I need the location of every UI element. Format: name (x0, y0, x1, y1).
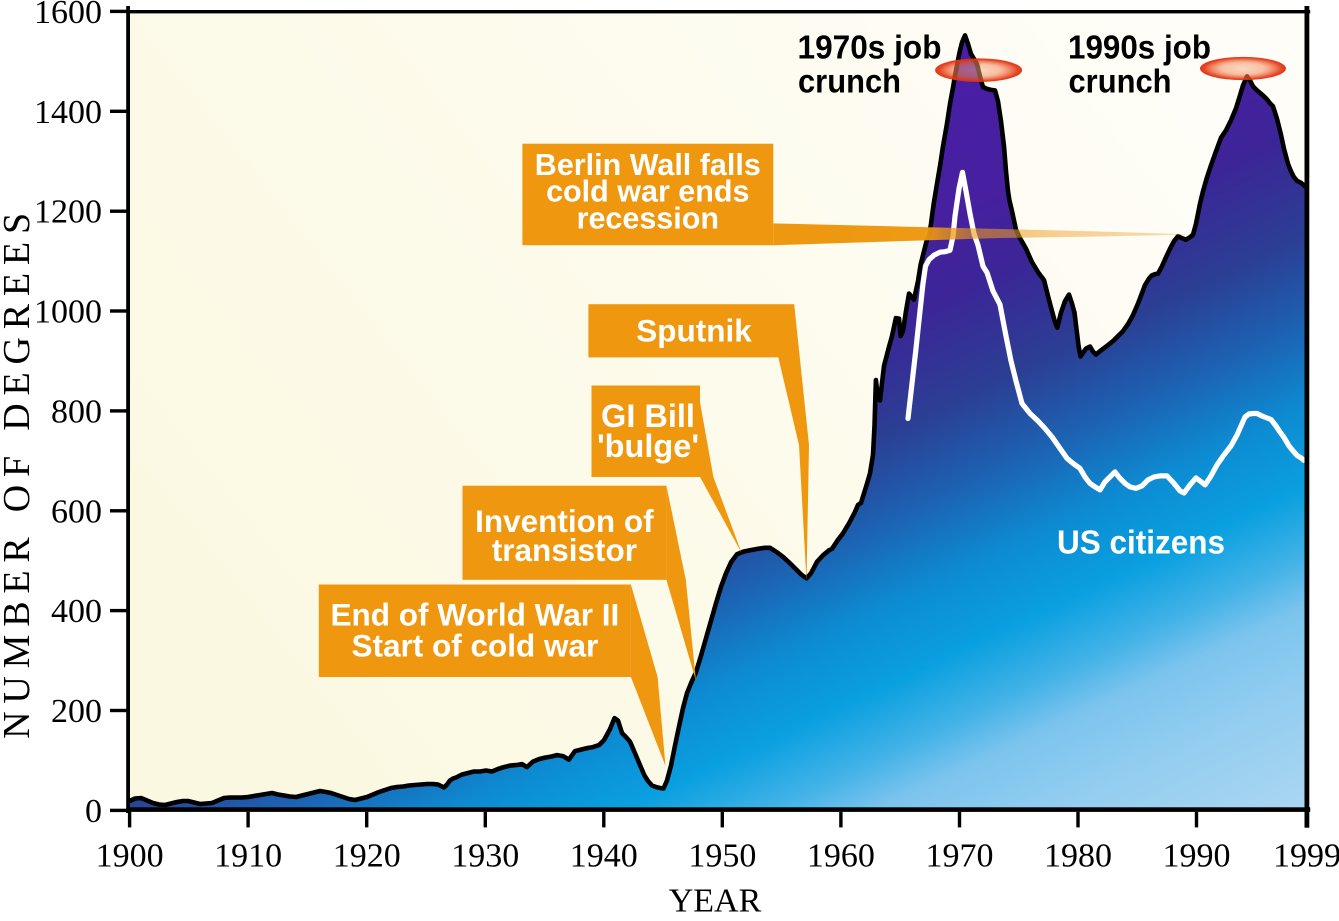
svg-text:1990: 1990 (1163, 838, 1231, 875)
svg-text:'bulge': 'bulge' (597, 428, 699, 464)
svg-text:crunch: crunch (798, 63, 901, 100)
svg-text:1950: 1950 (688, 838, 756, 875)
svg-text:cold war ends: cold war ends (546, 175, 749, 209)
svg-text:200: 200 (51, 693, 102, 730)
svg-text:Berlin Wall falls: Berlin Wall falls (535, 148, 761, 182)
svg-text:Start of cold war: Start of cold war (352, 628, 599, 664)
svg-text:transistor: transistor (492, 532, 637, 568)
svg-text:1960: 1960 (807, 838, 875, 875)
svg-text:600: 600 (51, 493, 102, 530)
svg-text:1970s job: 1970s job (798, 30, 942, 67)
svg-text:1930: 1930 (451, 838, 519, 875)
svg-text:1940: 1940 (570, 838, 638, 875)
svg-text:1200: 1200 (34, 194, 102, 231)
svg-text:NUMBER OF DEGREES: NUMBER OF DEGREES (0, 205, 38, 739)
svg-text:1900: 1900 (96, 838, 164, 875)
svg-text:1980: 1980 (1044, 838, 1112, 875)
svg-text:0: 0 (85, 793, 102, 830)
svg-text:crunch: crunch (1069, 63, 1172, 100)
svg-text:1999: 1999 (1273, 838, 1339, 875)
svg-text:Invention of: Invention of (475, 503, 654, 539)
svg-text:1400: 1400 (34, 94, 102, 131)
svg-text:Sputnik: Sputnik (636, 313, 752, 349)
svg-text:1920: 1920 (333, 838, 401, 875)
svg-text:1000: 1000 (34, 294, 102, 331)
svg-text:800: 800 (51, 393, 102, 430)
svg-text:YEAR: YEAR (669, 883, 762, 917)
svg-text:recession: recession (577, 201, 719, 235)
svg-text:1990s job: 1990s job (1068, 30, 1211, 67)
svg-text:US citizens: US citizens (1057, 525, 1225, 562)
svg-text:1600: 1600 (34, 0, 102, 31)
svg-text:GI Bill: GI Bill (601, 398, 695, 434)
svg-text:1970: 1970 (926, 838, 994, 875)
svg-text:1910: 1910 (214, 838, 282, 875)
svg-text:End of World War II: End of World War II (331, 596, 620, 632)
svg-text:400: 400 (51, 593, 102, 630)
